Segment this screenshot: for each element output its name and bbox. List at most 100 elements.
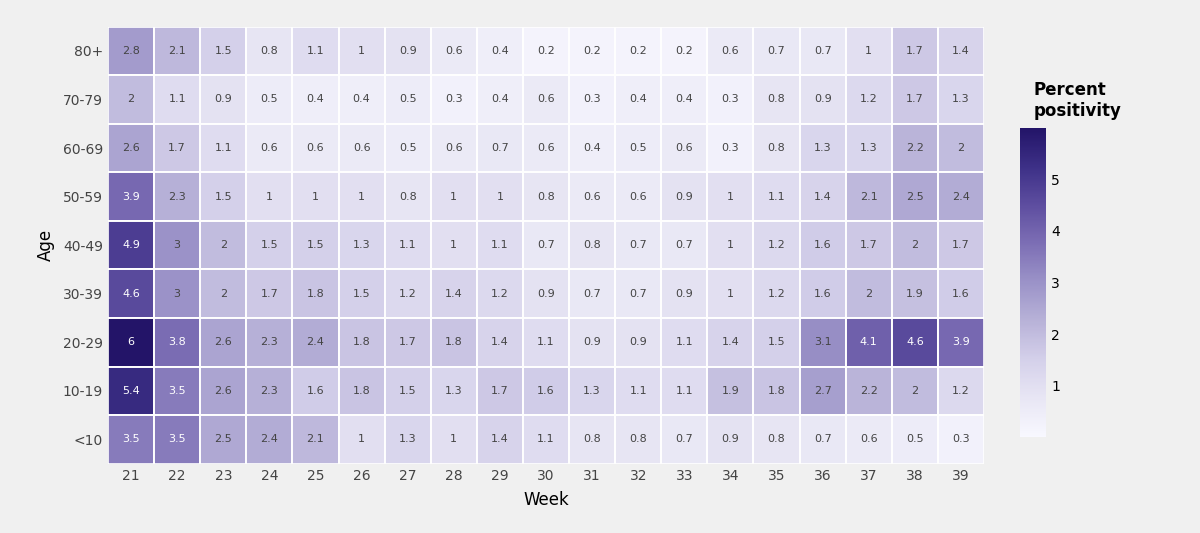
Text: 1.5: 1.5 bbox=[768, 337, 785, 348]
Text: 1.1: 1.1 bbox=[538, 434, 554, 445]
Text: 0.5: 0.5 bbox=[260, 94, 278, 104]
Bar bbox=[892, 75, 938, 124]
Text: 1.4: 1.4 bbox=[491, 434, 509, 445]
Text: 2.6: 2.6 bbox=[215, 386, 232, 396]
Text: 1.3: 1.3 bbox=[952, 94, 970, 104]
Text: 1.8: 1.8 bbox=[306, 289, 324, 298]
Bar bbox=[846, 75, 892, 124]
Text: 2.7: 2.7 bbox=[814, 386, 832, 396]
Bar bbox=[846, 318, 892, 367]
Text: 0.5: 0.5 bbox=[398, 94, 416, 104]
Bar bbox=[293, 367, 338, 415]
Text: 0.3: 0.3 bbox=[721, 143, 739, 153]
Bar bbox=[707, 221, 754, 270]
Bar bbox=[476, 75, 523, 124]
Text: 1.8: 1.8 bbox=[353, 337, 371, 348]
Bar bbox=[616, 221, 661, 270]
Text: 0.9: 0.9 bbox=[398, 46, 416, 56]
Bar bbox=[799, 27, 846, 75]
Bar bbox=[846, 124, 892, 172]
Text: 3.8: 3.8 bbox=[168, 337, 186, 348]
Text: 0.2: 0.2 bbox=[538, 46, 554, 56]
Text: 1.8: 1.8 bbox=[768, 386, 786, 396]
Text: 0.6: 0.6 bbox=[307, 143, 324, 153]
Text: 1.1: 1.1 bbox=[398, 240, 416, 250]
Bar bbox=[661, 221, 707, 270]
Bar bbox=[338, 75, 385, 124]
Text: 2: 2 bbox=[958, 143, 965, 153]
Bar bbox=[200, 172, 246, 221]
Bar bbox=[338, 172, 385, 221]
Text: 0.9: 0.9 bbox=[814, 94, 832, 104]
Bar bbox=[200, 221, 246, 270]
Text: 1.3: 1.3 bbox=[353, 240, 371, 250]
Bar bbox=[108, 318, 154, 367]
Text: 1.3: 1.3 bbox=[398, 434, 416, 445]
Text: 2.4: 2.4 bbox=[306, 337, 324, 348]
Text: 1.1: 1.1 bbox=[629, 386, 647, 396]
Bar bbox=[754, 27, 799, 75]
Text: 0.9: 0.9 bbox=[583, 337, 601, 348]
Text: 0.4: 0.4 bbox=[491, 94, 509, 104]
Text: 1.6: 1.6 bbox=[952, 289, 970, 298]
Text: 0.7: 0.7 bbox=[814, 434, 832, 445]
Text: 0.3: 0.3 bbox=[583, 94, 601, 104]
Bar bbox=[108, 27, 154, 75]
Bar bbox=[661, 270, 707, 318]
X-axis label: Week: Week bbox=[523, 491, 569, 509]
Text: 0.7: 0.7 bbox=[676, 434, 694, 445]
Bar bbox=[616, 270, 661, 318]
Bar bbox=[616, 415, 661, 464]
Text: 1.2: 1.2 bbox=[398, 289, 416, 298]
Text: 1.7: 1.7 bbox=[398, 337, 416, 348]
Text: 0.3: 0.3 bbox=[721, 94, 739, 104]
Text: 1.2: 1.2 bbox=[491, 289, 509, 298]
Text: 1.7: 1.7 bbox=[906, 94, 924, 104]
Bar bbox=[523, 318, 569, 367]
Bar bbox=[476, 318, 523, 367]
Text: 0.2: 0.2 bbox=[583, 46, 601, 56]
Text: 0.7: 0.7 bbox=[629, 289, 647, 298]
Bar bbox=[661, 75, 707, 124]
Text: 1: 1 bbox=[358, 192, 365, 201]
Text: 2.6: 2.6 bbox=[122, 143, 140, 153]
Text: 1.1: 1.1 bbox=[307, 46, 324, 56]
Bar bbox=[385, 75, 431, 124]
Bar bbox=[154, 172, 200, 221]
Text: 1.7: 1.7 bbox=[952, 240, 970, 250]
Text: 3.5: 3.5 bbox=[168, 434, 186, 445]
Bar bbox=[431, 270, 476, 318]
Bar bbox=[799, 221, 846, 270]
Text: 0.8: 0.8 bbox=[629, 434, 647, 445]
Text: 2: 2 bbox=[911, 386, 918, 396]
Text: 0.9: 0.9 bbox=[676, 289, 694, 298]
Bar bbox=[523, 221, 569, 270]
Bar bbox=[799, 270, 846, 318]
Bar bbox=[246, 318, 293, 367]
Text: 4.6: 4.6 bbox=[906, 337, 924, 348]
Text: 1: 1 bbox=[450, 192, 457, 201]
Text: 1.7: 1.7 bbox=[260, 289, 278, 298]
Text: 0.9: 0.9 bbox=[215, 94, 232, 104]
Bar bbox=[799, 415, 846, 464]
Text: 3.9: 3.9 bbox=[952, 337, 970, 348]
Text: 0.8: 0.8 bbox=[538, 192, 554, 201]
Bar bbox=[338, 221, 385, 270]
Bar bbox=[754, 270, 799, 318]
Bar bbox=[200, 415, 246, 464]
Text: 0.6: 0.6 bbox=[445, 46, 463, 56]
Bar bbox=[661, 367, 707, 415]
Bar bbox=[707, 124, 754, 172]
Bar bbox=[246, 172, 293, 221]
Text: 1: 1 bbox=[727, 240, 734, 250]
Text: 1.4: 1.4 bbox=[952, 46, 970, 56]
Bar bbox=[200, 75, 246, 124]
Text: 2: 2 bbox=[220, 289, 227, 298]
Bar bbox=[431, 318, 476, 367]
Bar bbox=[108, 172, 154, 221]
Text: 0.9: 0.9 bbox=[721, 434, 739, 445]
Bar bbox=[938, 270, 984, 318]
Text: 1.9: 1.9 bbox=[721, 386, 739, 396]
Bar bbox=[846, 27, 892, 75]
Bar bbox=[293, 270, 338, 318]
